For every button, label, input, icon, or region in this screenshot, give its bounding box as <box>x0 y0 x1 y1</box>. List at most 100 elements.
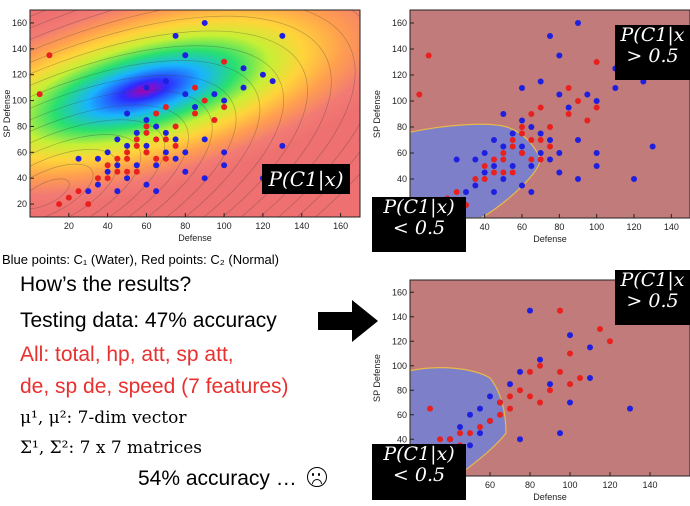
point-class2 <box>547 387 553 394</box>
point-class1 <box>519 85 525 91</box>
contour-line <box>30 104 189 217</box>
point-class2 <box>481 163 488 169</box>
x-tick-label: 100 <box>589 222 604 232</box>
point-class2 <box>153 136 160 143</box>
label-bottom-upper-line2: > 0.5 <box>626 289 679 312</box>
point-class1 <box>631 176 637 182</box>
point-class1 <box>182 149 189 156</box>
y-tick-label: 80 <box>397 122 407 132</box>
point-class1 <box>547 33 553 39</box>
y-tick-label: 40 <box>397 434 407 444</box>
point-class1 <box>547 381 553 388</box>
point-class2 <box>481 176 488 182</box>
point-class2 <box>577 375 583 381</box>
x-tick-label: 60 <box>517 222 527 232</box>
point-class2 <box>547 124 553 130</box>
point-class1 <box>627 405 633 412</box>
point-class2 <box>85 201 92 208</box>
point-class1 <box>509 130 516 137</box>
point-class2 <box>133 136 140 143</box>
point-class2 <box>56 201 63 208</box>
point-class2 <box>565 85 572 91</box>
point-class1 <box>491 189 497 195</box>
point-class2 <box>509 169 516 176</box>
x-tick-label: 160 <box>333 221 348 231</box>
point-class2 <box>427 405 433 412</box>
x-tick-label: 40 <box>480 222 490 232</box>
point-class2 <box>467 430 473 437</box>
point-class2 <box>114 168 121 175</box>
point-class1 <box>94 155 101 162</box>
point-class1 <box>172 32 179 39</box>
point-class1 <box>114 136 121 143</box>
point-class1 <box>162 78 169 85</box>
point-class2 <box>528 156 535 163</box>
point-class2 <box>527 393 533 400</box>
accuracy-line: 54% accuracy … <box>138 467 327 491</box>
point-class1 <box>547 137 553 143</box>
y-tick-label: 40 <box>397 174 407 184</box>
point-class1 <box>649 143 656 150</box>
plot-frame <box>29 9 361 218</box>
point-class2 <box>172 123 179 130</box>
point-class1 <box>567 399 573 406</box>
contour-line <box>30 89 213 217</box>
point-class1 <box>537 130 544 137</box>
point-class1 <box>463 189 469 195</box>
sigma-line: Σ¹, Σ²: 7 x 7 matrices <box>20 438 202 458</box>
point-class1 <box>240 65 247 72</box>
point-class1 <box>182 168 189 175</box>
point-class1 <box>153 123 160 130</box>
point-class2 <box>597 326 603 332</box>
point-class1 <box>124 110 131 117</box>
point-class2 <box>133 168 140 175</box>
point-class2 <box>519 150 525 156</box>
y-tick-label: 40 <box>17 173 27 183</box>
y-tick-label: 140 <box>392 44 407 54</box>
point-class1 <box>211 91 218 98</box>
point-class2 <box>162 104 169 111</box>
point-class2 <box>221 58 228 65</box>
point-class1 <box>124 175 131 182</box>
point-class2 <box>509 137 516 143</box>
point-class1 <box>528 163 535 169</box>
point-class2 <box>497 399 503 406</box>
point-class1 <box>201 175 208 182</box>
point-class1 <box>491 163 497 169</box>
point-class1 <box>453 156 460 163</box>
point-class1 <box>519 117 525 124</box>
point-class1 <box>556 91 563 98</box>
point-class1 <box>557 430 563 437</box>
point-class1 <box>517 436 523 443</box>
contour-line <box>30 134 142 217</box>
point-class2 <box>211 116 218 123</box>
point-class2 <box>517 387 523 394</box>
point-class1 <box>75 155 82 162</box>
point-class1 <box>500 143 507 150</box>
point-class2 <box>192 110 198 117</box>
point-class2 <box>567 381 573 388</box>
point-class1 <box>556 150 563 156</box>
x-tick-label: 20 <box>64 221 74 231</box>
point-class1 <box>94 181 101 188</box>
point-class1 <box>143 142 150 149</box>
point-class1 <box>153 188 160 195</box>
point-class2 <box>519 124 525 130</box>
point-class2 <box>528 111 535 117</box>
point-class1 <box>162 129 169 136</box>
point-class1 <box>472 156 479 163</box>
point-class1 <box>528 124 535 130</box>
point-class2 <box>528 137 535 143</box>
point-class1 <box>279 142 286 149</box>
contour-line <box>30 15 332 217</box>
point-class2 <box>75 188 82 195</box>
point-class2 <box>607 338 613 345</box>
point-class1 <box>491 137 497 143</box>
point-class2 <box>537 104 544 111</box>
point-class2 <box>104 162 111 169</box>
x-tick-label: 60 <box>485 480 495 490</box>
point-class2 <box>192 84 198 91</box>
y-tick-label: 120 <box>392 70 407 80</box>
accuracy-text: 54% accuracy … <box>138 467 297 490</box>
point-class1 <box>269 78 276 85</box>
